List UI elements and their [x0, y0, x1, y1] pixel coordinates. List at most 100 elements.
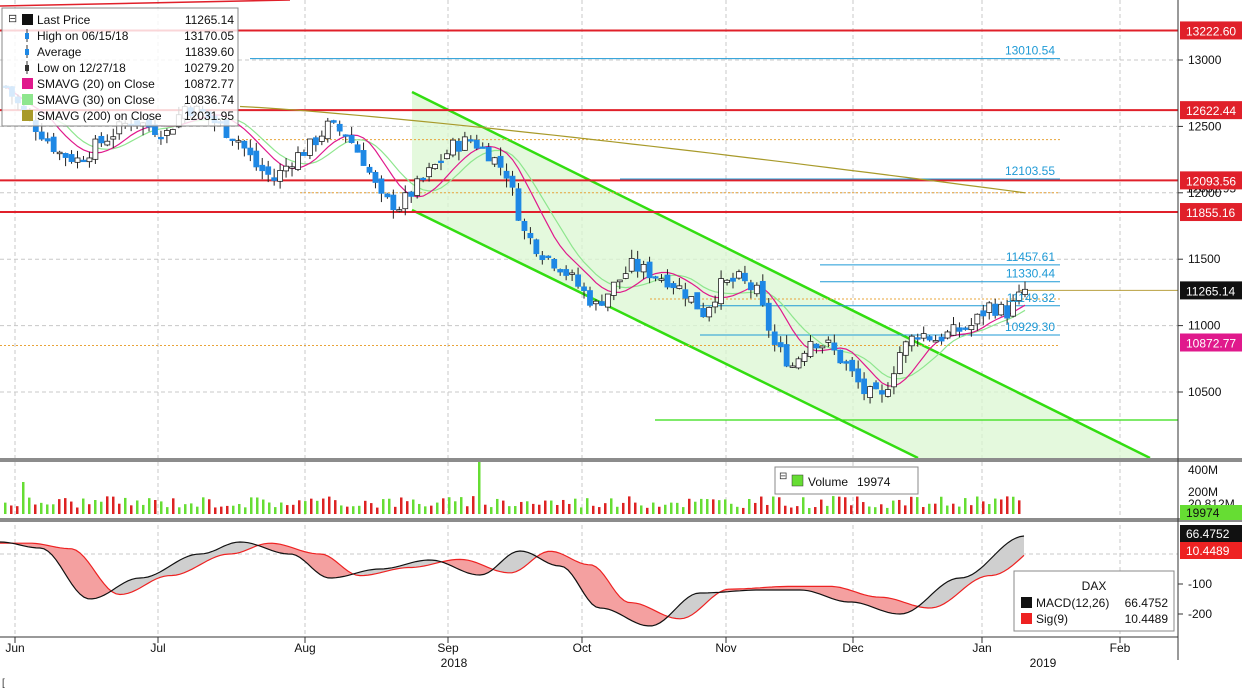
candle-body [765, 302, 772, 331]
volume-bar [610, 498, 613, 514]
candle-body [551, 258, 558, 269]
macd-histogram-fill [640, 604, 644, 626]
volume-bar [22, 482, 25, 514]
candle-body [56, 151, 63, 155]
macd-histogram-fill [328, 556, 332, 578]
volume-legend-value: 19974 [857, 475, 891, 489]
volume-bar [1006, 496, 1009, 514]
volume-bar [226, 505, 229, 514]
volume-bar [598, 507, 601, 514]
volume-bar [640, 505, 643, 514]
volume-bar [652, 502, 655, 514]
candle-body [938, 336, 945, 342]
macd-histogram-fill [292, 547, 296, 556]
candle-body [807, 341, 814, 357]
candle-body [68, 154, 75, 162]
volume-bar [766, 504, 769, 514]
volume-bar [454, 501, 457, 514]
macd-histogram-fill [324, 554, 328, 578]
candle-body [873, 382, 879, 390]
candle-body [235, 140, 242, 143]
macd-histogram-fill [816, 586, 820, 595]
signal-line [0, 542, 1025, 620]
candle-body [539, 255, 546, 261]
candle-body [509, 175, 516, 188]
volume-bar [982, 501, 985, 514]
axis-tag-bg [1180, 21, 1242, 40]
candle-body [74, 157, 81, 163]
signal-tag-bg [1180, 542, 1242, 559]
macd-histogram-fill [800, 586, 804, 591]
candle-icon-body [25, 49, 29, 55]
channel [411, 90, 1178, 460]
volume-bar [76, 507, 79, 514]
legend-collapse-icon[interactable]: ⊟ [8, 13, 17, 25]
volume-bar [10, 505, 13, 514]
macd-histogram-fill [228, 543, 232, 555]
volume-bar [838, 496, 841, 514]
volume-bar [268, 502, 271, 514]
volume-bar [460, 497, 463, 514]
macd-histogram-fill [96, 572, 100, 599]
legend-value: 12031.95 [184, 109, 234, 123]
volume-bar [244, 507, 247, 514]
candle-body [920, 333, 927, 339]
volume-bar [706, 499, 709, 514]
macd-histogram-fill [620, 597, 624, 617]
macd-histogram-fill [460, 559, 464, 572]
macd-histogram-fill [196, 554, 200, 568]
macd-histogram-fill [84, 556, 88, 599]
month-label: Aug [294, 641, 315, 655]
candle-body [825, 339, 832, 343]
volume-bar [46, 504, 49, 514]
candle-body [771, 331, 778, 345]
volume-bar [382, 499, 385, 514]
macd-histogram-fill [236, 542, 240, 554]
month-label: Jan [972, 641, 991, 655]
candle-body [229, 138, 236, 142]
macd-histogram-fill [480, 564, 484, 575]
macd-histogram-fill [276, 543, 280, 553]
macd-histogram-fill [512, 551, 516, 573]
volume-bar [436, 502, 439, 514]
volume-bar [214, 507, 217, 514]
macd-histogram-fill [656, 611, 660, 625]
legend-label: SMAVG (20) on Close [37, 77, 155, 91]
macd-histogram-fill [168, 564, 172, 576]
volume-bar [940, 496, 943, 514]
legend-label: Average [37, 45, 82, 59]
candle-body [104, 140, 111, 146]
candle-body [896, 352, 903, 374]
volume-bar [736, 506, 739, 514]
axis-tag-label: 11265.14 [1186, 284, 1235, 298]
volume-bar [400, 497, 403, 514]
macd-histogram-fill [120, 582, 124, 595]
macd-histogram-fill [952, 578, 956, 599]
month-label: Sep [437, 641, 459, 655]
volume-bar [808, 507, 811, 514]
volume-bar [232, 505, 235, 514]
macd-histogram-fill [216, 548, 220, 557]
macd-histogram-fill [416, 560, 420, 568]
candle-body [301, 152, 307, 156]
macd-histogram-fill [64, 548, 68, 579]
candle-body [479, 146, 486, 149]
volume-bar [898, 499, 901, 514]
macd-histogram-fill [832, 586, 836, 600]
candle-body [467, 139, 474, 142]
volume-bar [562, 499, 565, 514]
candle-body [163, 130, 170, 136]
macd-histogram-fill [1012, 537, 1016, 566]
olive-square-icon [22, 110, 33, 121]
candle-body [575, 274, 581, 287]
macd-histogram-fill [68, 548, 72, 585]
volume-legend-collapse-icon[interactable]: ⊟ [779, 471, 787, 482]
macd-histogram-fill [524, 551, 528, 568]
volume-bar [934, 503, 937, 514]
volume-tick-label: 200M [1188, 485, 1218, 499]
volume-bar [664, 504, 667, 514]
volume-bar [538, 504, 541, 514]
candle-body [521, 221, 528, 231]
